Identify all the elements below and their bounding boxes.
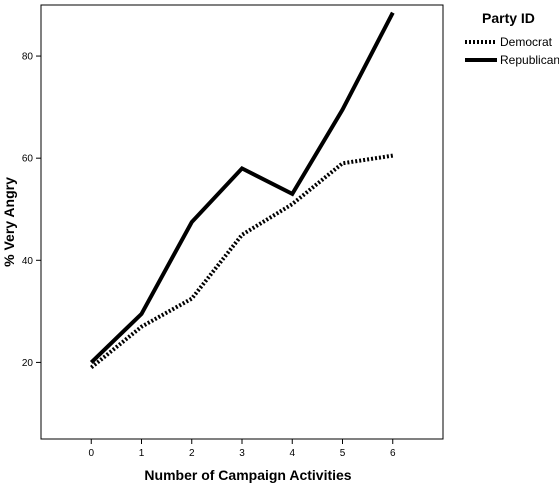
x-axis-ticks: 0 1 2 3 4 5 6 xyxy=(88,439,396,459)
y-axis-ticks: 20 40 60 80 xyxy=(22,52,41,369)
x-tick-label: 6 xyxy=(390,448,396,459)
legend: Party ID Democrat Republican xyxy=(465,10,559,67)
x-tick-label: 1 xyxy=(139,448,145,459)
y-axis-title: % Very Angry xyxy=(1,177,17,267)
x-tick-label: 0 xyxy=(88,448,94,459)
legend-title: Party ID xyxy=(482,10,535,26)
legend-label-democrat: Democrat xyxy=(500,35,553,49)
series-line-republican xyxy=(89,11,395,364)
series-lines xyxy=(89,11,395,370)
x-tick-label: 4 xyxy=(289,448,295,459)
y-tick-label: 60 xyxy=(22,154,34,165)
series-line-democrat xyxy=(90,153,394,370)
x-tick-label: 5 xyxy=(340,448,346,459)
y-tick-label: 40 xyxy=(22,256,34,267)
y-tick-label: 80 xyxy=(22,52,34,63)
x-tick-label: 2 xyxy=(189,448,195,459)
x-tick-label: 3 xyxy=(239,448,245,459)
plot-area-frame xyxy=(40,4,444,440)
legend-label-republican: Republican xyxy=(500,53,559,67)
y-tick-label: 20 xyxy=(22,358,34,369)
x-axis-title: Number of Campaign Activities xyxy=(144,467,351,483)
